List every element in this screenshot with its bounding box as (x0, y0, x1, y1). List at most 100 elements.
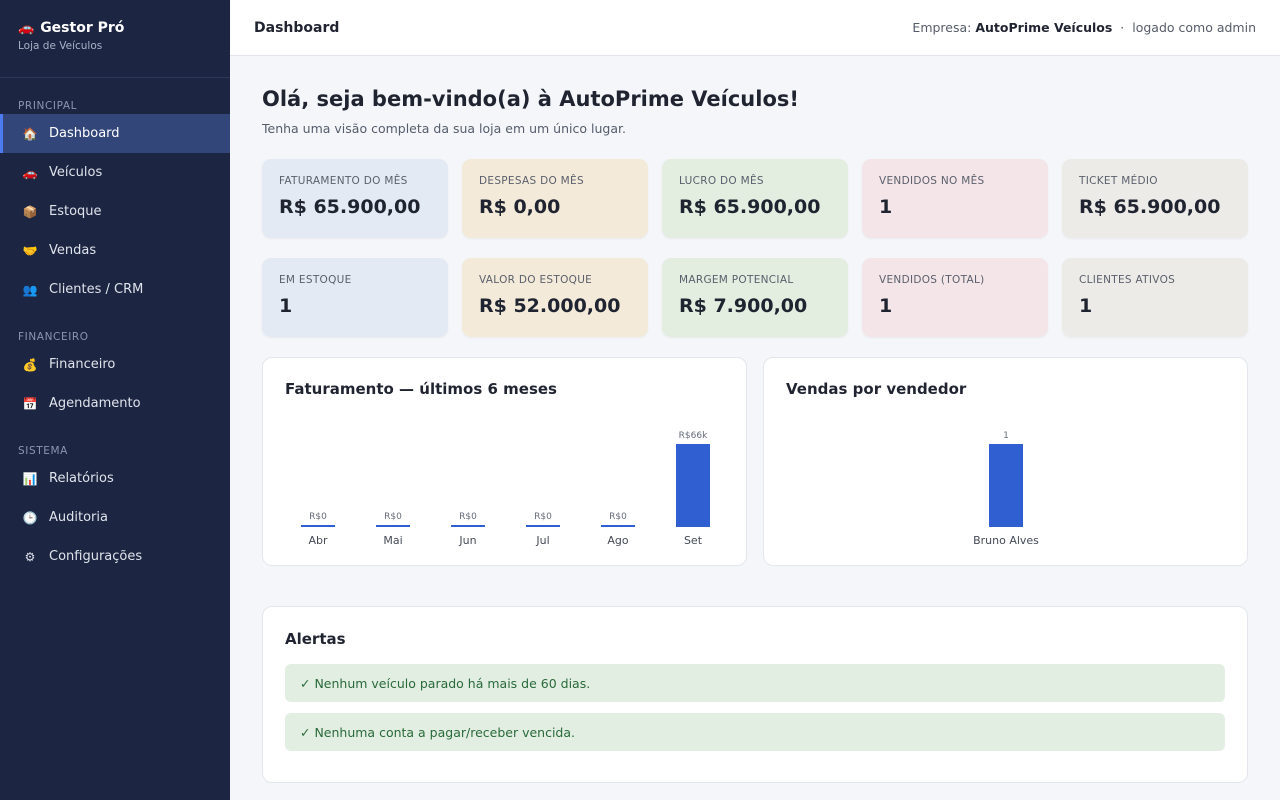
sidebar-item-label: Agendamento (49, 396, 141, 411)
stat-label: FATURAMENTO DO MÊS (279, 175, 408, 187)
stat-card: TICKET MÉDIO R$ 65.900,00 (1062, 159, 1248, 238)
brand: 🚗 Gestor Pró Loja de Veículos (0, 0, 230, 78)
logged-as: logado como admin (1132, 20, 1256, 35)
company-name: AutoPrime Veículos (975, 20, 1113, 35)
stats-row-1: FATURAMENTO DO MÊS R$ 65.900,00 DESPESAS… (262, 159, 1248, 238)
alert-item: ✓ Nenhum veículo parado há mais de 60 di… (285, 664, 1225, 702)
alert-item: ✓ Nenhuma conta a pagar/receber vencida. (285, 713, 1225, 751)
topbar-info: Empresa: AutoPrime Veículos · logado com… (912, 20, 1256, 35)
stat-card: LUCRO DO MÊS R$ 65.900,00 (662, 159, 848, 238)
sidebar-item-relatorios[interactable]: 📊 Relatórios (0, 459, 230, 498)
bar-value-label: R$0 (459, 512, 477, 522)
stat-value: 1 (1079, 295, 1093, 317)
alerts-card: Alertas ✓ Nenhum veículo parado há mais … (262, 606, 1248, 783)
stat-value: R$ 7.900,00 (679, 295, 808, 317)
stat-label: VENDIDOS (TOTAL) (879, 274, 985, 286)
stat-card: MARGEM POTENCIAL R$ 7.900,00 (662, 258, 848, 337)
revenue-chart-card: Faturamento — últimos 6 meses R$0 Abr R$0 M… (262, 357, 747, 566)
welcome-subtitle: Tenha uma visão completa da sua loja em … (262, 121, 626, 136)
welcome-title: Olá, seja bem-vindo(a) à AutoPrime Veícu… (262, 87, 799, 111)
brand-title-row: 🚗 Gestor Pró (18, 20, 212, 36)
bar-value-label: R$66k (679, 431, 708, 441)
stat-value: R$ 52.000,00 (479, 295, 621, 317)
stat-value: 1 (279, 295, 293, 317)
stat-value: R$ 65.900,00 (679, 196, 821, 218)
stat-card: EM ESTOQUE 1 (262, 258, 448, 337)
sidebar-item-clientes[interactable]: 👥 Clientes / CRM (0, 270, 230, 309)
sidebar-item-label: Vendas (49, 243, 97, 258)
stat-label: EM ESTOQUE (279, 274, 352, 286)
bar-value-label: R$0 (384, 512, 402, 522)
section-label-sistema: SISTEMA (18, 445, 68, 457)
sidebar-item-label: Clientes / CRM (49, 282, 144, 297)
chart-bar (989, 444, 1023, 527)
box-icon: 📦 (22, 204, 38, 219)
sidebar-item-label: Dashboard (49, 126, 120, 141)
stat-card: DESPESAS DO MÊS R$ 0,00 (462, 159, 648, 238)
stat-label: VALOR DO ESTOQUE (479, 274, 593, 286)
page-title: Dashboard (254, 19, 340, 36)
bar-category-label: Jun (458, 534, 476, 547)
bar-value-label: R$0 (609, 512, 627, 522)
stat-label: MARGEM POTENCIAL (679, 274, 794, 286)
stat-label: CLIENTES ATIVOS (1079, 274, 1176, 286)
sidebar-item-veiculos[interactable]: 🚗 Veículos (0, 153, 230, 192)
stat-value: 1 (879, 295, 893, 317)
revenue-chart: R$0 Abr R$0 Mai R$0 Jun R$0 Jul R$0 Ago R$66k Set (301, 431, 710, 547)
sidebar-item-label: Veículos (49, 165, 103, 180)
stat-card: VENDIDOS (TOTAL) 1 (862, 258, 1048, 337)
stat-label: LUCRO DO MÊS (679, 175, 764, 187)
brand-subtitle: Loja de Veículos (18, 40, 103, 52)
car-icon: 🚗 (18, 20, 35, 36)
sellers-chart-title: Vendas por vendedor (786, 380, 967, 398)
stat-card: CLIENTES ATIVOS 1 (1062, 258, 1248, 337)
sidebar-item-vendas[interactable]: 🤝 Vendas (0, 231, 230, 270)
money-bag-icon: 💰 (22, 357, 38, 372)
stat-value: R$ 0,00 (479, 196, 561, 218)
sidebar-item-dashboard[interactable]: 🏠 Dashboard (0, 114, 230, 153)
stat-label: VENDIDOS NO MÊS (879, 175, 985, 187)
bar-category-label: Bruno Alves (973, 534, 1039, 547)
stat-card: VALOR DO ESTOQUE R$ 52.000,00 (462, 258, 648, 337)
sidebar-item-auditoria[interactable]: 🕒 Auditoria (0, 498, 230, 537)
sidebar: 🚗 Gestor Pró Loja de Veículos PRINCIPAL … (0, 0, 230, 800)
stat-label: TICKET MÉDIO (1079, 175, 1158, 187)
alerts-title: Alertas (285, 630, 346, 648)
bar-category-label: Abr (308, 534, 328, 547)
sidebar-item-label: Estoque (49, 204, 102, 219)
sidebar-item-estoque[interactable]: 📦 Estoque (0, 192, 230, 231)
chart-bar (601, 525, 635, 527)
bar-value-label: R$0 (534, 512, 552, 522)
topbar: Dashboard Empresa: AutoPrime Veículos · … (230, 0, 1280, 56)
chart-bar (301, 525, 335, 527)
stat-label: DESPESAS DO MÊS (479, 175, 584, 187)
clock-icon: 🕒 (22, 510, 38, 525)
sidebar-item-agendamento[interactable]: 📅 Agendamento (0, 384, 230, 423)
stat-value: R$ 65.900,00 (279, 196, 421, 218)
sidebar-item-financeiro[interactable]: 💰 Financeiro (0, 345, 230, 384)
stat-card: VENDIDOS NO MÊS 1 (862, 159, 1048, 238)
chart-bar (451, 525, 485, 527)
sidebar-item-label: Financeiro (49, 357, 116, 372)
sidebar-item-label: Configurações (49, 549, 143, 564)
stat-card: FATURAMENTO DO MÊS R$ 65.900,00 (262, 159, 448, 238)
stats-row-2: EM ESTOQUE 1 VALOR DO ESTOQUE R$ 52.000,… (262, 258, 1248, 337)
brand-title: Gestor Pró (40, 20, 125, 36)
bar-category-label: Set (684, 534, 703, 547)
car-icon: 🚗 (22, 165, 38, 180)
sidebar-item-label: Auditoria (49, 510, 108, 525)
bar-category-label: Jul (535, 534, 549, 547)
revenue-chart-title: Faturamento — últimos 6 meses (285, 380, 557, 398)
bar-value-label: R$0 (309, 512, 327, 522)
home-icon: 🏠 (22, 126, 38, 141)
bar-category-label: Mai (383, 534, 402, 547)
chart-bar (376, 525, 410, 527)
section-label-financeiro: FINANCEIRO (18, 331, 89, 343)
chart-bar (526, 525, 560, 527)
sellers-chart: 1 Bruno Alves (973, 431, 1039, 547)
bar-category-label: Ago (607, 534, 629, 547)
sidebar-item-configuracoes[interactable]: ⚙ Configurações (0, 537, 230, 576)
bar-value-label: 1 (1003, 431, 1009, 441)
topbar-separator: · (1120, 20, 1125, 35)
sidebar-item-label: Relatórios (49, 471, 114, 486)
